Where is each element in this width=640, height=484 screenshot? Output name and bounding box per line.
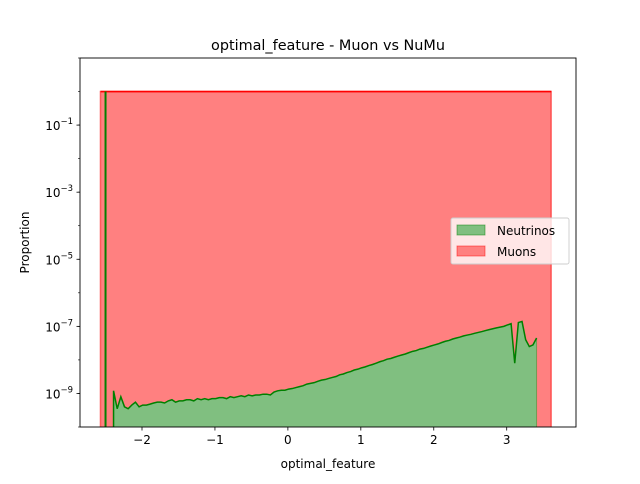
x-tick-label: 3 — [503, 433, 511, 447]
neutrinos-line — [112, 320, 538, 427]
x-tick-label: 0 — [284, 433, 292, 447]
y-tick-label: 10−5 — [45, 251, 73, 267]
legend-label-muons: Muons — [497, 245, 536, 259]
plot-frame — [79, 57, 577, 428]
x-axis: −2 −1 0 1 2 3 — [133, 427, 511, 447]
y-tick-label: 10−7 — [45, 318, 73, 334]
y-tick-label: 10−1 — [45, 117, 73, 133]
x-axis-label: optimal_feature — [281, 457, 376, 471]
chart-title: optimal_feature - Muon vs NuMu — [211, 38, 445, 54]
x-tick-label: −1 — [206, 433, 224, 447]
neutrinos-area — [113, 321, 537, 427]
legend-swatch-muons — [456, 245, 486, 257]
legend-swatch-neutrinos — [456, 224, 486, 236]
legend-label-neutrinos: Neutrinos — [497, 224, 555, 238]
y-tick-label: 10−3 — [45, 184, 73, 200]
x-tick-label: 2 — [430, 433, 438, 447]
y-axis: 10−9 10−7 10−5 10−3 10−1 — [45, 57, 80, 428]
x-tick-label: 1 — [357, 433, 365, 447]
y-tick-label: 10−9 — [45, 385, 73, 401]
x-tick-label: −2 — [133, 433, 151, 447]
y-axis-label: Proportion — [18, 212, 32, 274]
legend: Neutrinos Muons — [450, 217, 570, 265]
